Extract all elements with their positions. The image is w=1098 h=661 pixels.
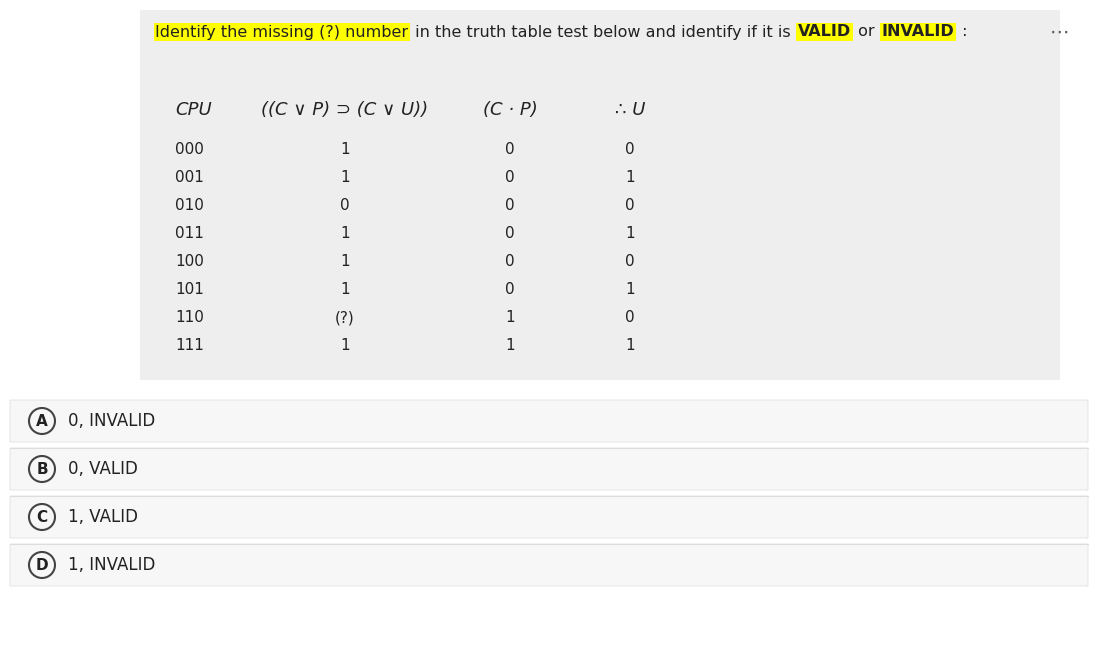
Text: 0: 0: [505, 227, 515, 241]
FancyBboxPatch shape: [141, 10, 1060, 380]
Text: 1: 1: [625, 338, 635, 354]
Text: VALID: VALID: [798, 24, 851, 40]
Text: ∴ U: ∴ U: [615, 101, 646, 119]
Text: :: :: [956, 24, 967, 40]
FancyBboxPatch shape: [10, 544, 1088, 586]
Text: D: D: [36, 557, 48, 572]
Text: 0: 0: [505, 282, 515, 297]
Text: 0: 0: [625, 311, 635, 325]
Text: 1: 1: [340, 282, 350, 297]
Text: 001: 001: [175, 171, 204, 186]
Text: 1: 1: [340, 254, 350, 270]
Text: (?): (?): [335, 311, 355, 325]
Text: 0, VALID: 0, VALID: [68, 460, 138, 478]
Text: 100: 100: [175, 254, 204, 270]
Text: 0: 0: [340, 198, 350, 214]
Text: A: A: [36, 414, 48, 428]
Text: 0: 0: [505, 198, 515, 214]
Text: 000: 000: [175, 143, 204, 157]
Text: 1: 1: [340, 338, 350, 354]
Text: 1: 1: [505, 311, 515, 325]
Text: 111: 111: [175, 338, 204, 354]
Text: INVALID: INVALID: [882, 24, 954, 40]
Text: 0, INVALID: 0, INVALID: [68, 412, 155, 430]
Text: 0: 0: [505, 143, 515, 157]
Text: 010: 010: [175, 198, 204, 214]
Text: B: B: [36, 461, 48, 477]
Text: 1, INVALID: 1, INVALID: [68, 556, 156, 574]
Text: (C · P): (C · P): [483, 101, 537, 119]
Text: 1: 1: [625, 227, 635, 241]
Text: 0: 0: [625, 198, 635, 214]
Text: 1: 1: [505, 338, 515, 354]
Text: 110: 110: [175, 311, 204, 325]
Text: C: C: [36, 510, 47, 524]
FancyBboxPatch shape: [10, 496, 1088, 538]
Text: 1: 1: [625, 282, 635, 297]
Text: or: or: [853, 24, 879, 40]
Text: 1: 1: [340, 143, 350, 157]
Text: 0: 0: [625, 254, 635, 270]
Text: ⋯: ⋯: [1051, 22, 1069, 42]
Text: 1, VALID: 1, VALID: [68, 508, 138, 526]
FancyBboxPatch shape: [10, 448, 1088, 490]
Text: 1: 1: [340, 227, 350, 241]
Text: 0: 0: [505, 254, 515, 270]
Text: CPU: CPU: [175, 101, 212, 119]
Text: 0: 0: [505, 171, 515, 186]
FancyBboxPatch shape: [10, 400, 1088, 442]
Text: ((C ∨ P) ⊃ (C ∨ U)): ((C ∨ P) ⊃ (C ∨ U)): [261, 101, 428, 119]
Text: Identify the missing (?) number: Identify the missing (?) number: [155, 24, 408, 40]
Text: 1: 1: [340, 171, 350, 186]
Text: 011: 011: [175, 227, 204, 241]
Text: 0: 0: [625, 143, 635, 157]
Text: 101: 101: [175, 282, 204, 297]
Text: in the truth table test below and identify if it is: in the truth table test below and identi…: [411, 24, 796, 40]
Text: 1: 1: [625, 171, 635, 186]
